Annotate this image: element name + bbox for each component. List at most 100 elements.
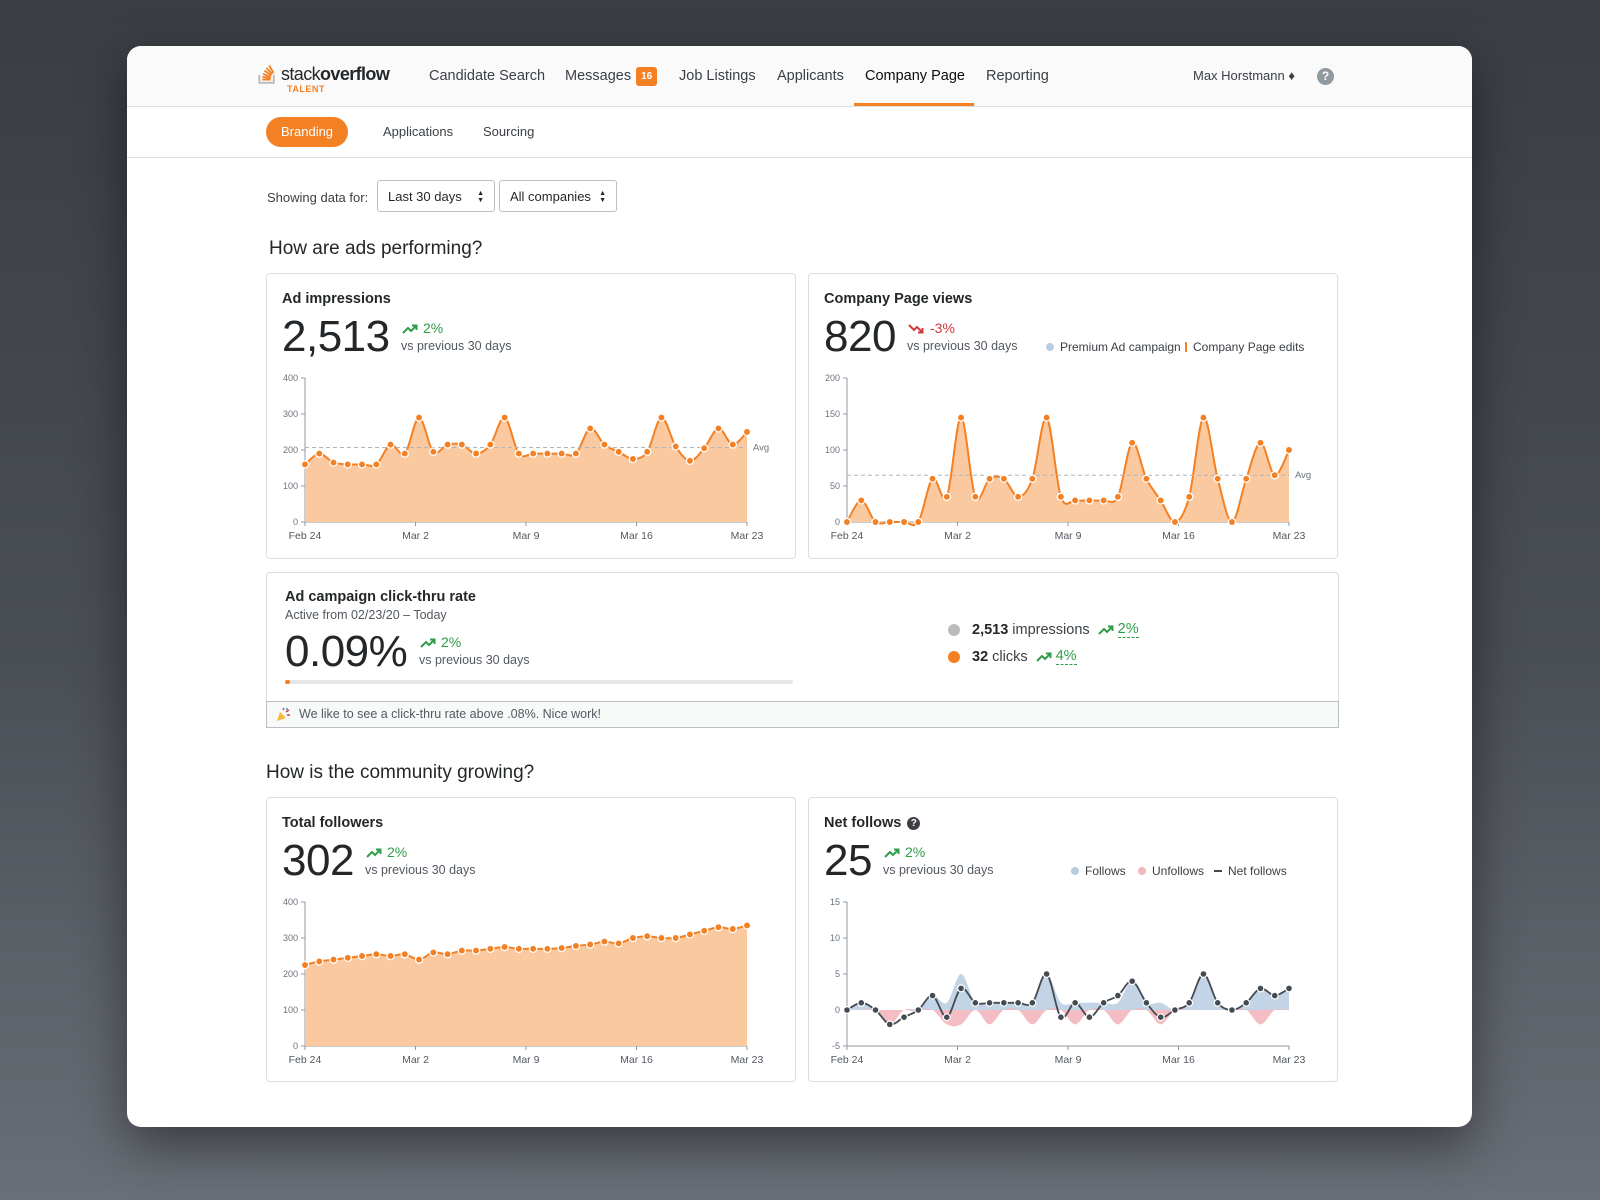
legend-follows: Follows [1071, 864, 1126, 878]
data-point [585, 940, 595, 949]
stackoverflow-logo-icon[interactable] [257, 60, 281, 88]
ctr-note-banner: We like to see a click-thru rate above .… [266, 701, 1339, 728]
logo-talent-label: TALENT [287, 84, 325, 94]
average-label: Avg [1295, 470, 1311, 481]
card-title: Net follows? [824, 815, 921, 831]
help-icon[interactable]: ? [1317, 68, 1334, 85]
date-range-select[interactable]: Last 30 days ▲ ▼ [377, 180, 495, 212]
legend-bar-icon [1185, 342, 1187, 352]
data-point [1227, 517, 1237, 527]
total-followers-card: Total followers 302 2% vs previous 30 da… [266, 797, 796, 1082]
x-tick-label: Mar 16 [1162, 530, 1195, 542]
tab-applications[interactable]: Applications [383, 124, 454, 139]
trend-down-icon [908, 324, 924, 334]
net-follows-title: Net follows [824, 815, 902, 831]
net-follows-card: Net follows? 25 2% vs previous 30 days F… [808, 797, 1338, 1082]
followers-chart: 0 100 200 300 400 Feb 24 Mar 2 Mar 9 Mar 16 Mar 2… [283, 897, 764, 1066]
data-point [742, 921, 752, 930]
data-point [699, 926, 709, 936]
data-point [514, 944, 524, 954]
data-point [1170, 517, 1180, 527]
ctr-note-text: We like to see a click-thru rate above .… [299, 707, 601, 721]
filters-label: Showing data for: [267, 189, 369, 205]
impressions-count: 2,513 [972, 621, 1009, 638]
legend-premium-ad-campaign: Premium Ad campaign [1046, 340, 1181, 354]
data-point [985, 998, 994, 1007]
select-caret-icon: ▲ ▼ [599, 190, 606, 204]
data-point [585, 424, 595, 433]
legend-dot-icon [1046, 343, 1054, 351]
user-menu[interactable]: Max Horstmann ♦ [1193, 68, 1295, 83]
data-point [1113, 991, 1122, 1000]
data-point [1241, 474, 1251, 484]
y-tick-label: 0 [835, 517, 840, 527]
company-value: All companies [510, 189, 591, 204]
data-point [1242, 998, 1251, 1007]
comparison-label: vs previous 30 days [883, 863, 994, 877]
tab-sourcing[interactable]: Sourcing [483, 124, 535, 139]
data-point [1056, 1013, 1065, 1022]
data-point [657, 413, 666, 422]
x-tick-label: Mar 2 [944, 1054, 971, 1066]
data-point [357, 951, 367, 961]
x-tick-label: Mar 23 [731, 530, 764, 542]
data-point [857, 496, 866, 505]
series-line [846, 416, 1290, 527]
clicks-dot-icon [948, 650, 960, 663]
data-point [714, 922, 723, 932]
y-tick-label: 200 [825, 373, 840, 383]
data-point [443, 949, 452, 959]
data-point [657, 933, 666, 943]
data-point [471, 449, 481, 458]
data-point [372, 949, 381, 959]
data-point [1227, 1005, 1236, 1014]
company-select[interactable]: All companies ▲ ▼ [499, 180, 617, 212]
data-point [671, 933, 680, 943]
ctr-value: 0.09% [285, 627, 408, 676]
data-point [999, 474, 1009, 484]
logo-wordmark[interactable]: stackoverflow [281, 64, 390, 85]
data-point [400, 449, 410, 458]
x-tick-label: Mar 23 [731, 1054, 764, 1066]
section-title-community: How is the community growing? [266, 762, 535, 783]
impressions-delta[interactable]: 2% [1117, 621, 1139, 638]
data-point [429, 948, 438, 957]
x-tick-label: Mar 9 [1055, 530, 1082, 542]
nav-messages-label: Messages [565, 68, 632, 84]
y-tick-label: 10 [830, 933, 840, 943]
data-point [300, 460, 310, 469]
tab-branding[interactable]: Branding [266, 117, 349, 147]
legend-dot-icon [1138, 867, 1146, 875]
data-point [329, 955, 338, 964]
nav-candidate-search[interactable]: Candidate Search [429, 68, 546, 84]
nav-applicants[interactable]: Applicants [777, 68, 844, 84]
y-tick-label: 150 [825, 409, 840, 419]
data-point [1270, 991, 1279, 1000]
y-tick-label: 300 [283, 409, 298, 419]
data-point [1256, 438, 1265, 448]
data-point [372, 460, 381, 469]
nav-company-page[interactable]: Company Page [865, 68, 965, 84]
nav-messages[interactable]: Messages 16 [565, 46, 658, 106]
data-point [1085, 496, 1094, 505]
logo-text-light: stack [281, 64, 321, 84]
x-tick-label: Mar 9 [513, 1054, 540, 1066]
section-title-ads: How are ads performing? [269, 238, 483, 259]
x-tick-label: Mar 16 [1162, 1054, 1195, 1066]
data-point [514, 449, 524, 458]
ctr-progress-fill [285, 680, 291, 684]
y-tick-label: 200 [283, 445, 298, 455]
nav-reporting[interactable]: Reporting [986, 68, 1049, 84]
ctr-active-range: Active from 02/23/20 – Today [285, 608, 447, 622]
x-tick-label: Mar 9 [513, 530, 540, 542]
clicks-delta[interactable]: 4% [1055, 648, 1077, 665]
question-icon[interactable]: ? [907, 817, 921, 830]
data-point [1142, 998, 1151, 1007]
data-point [1170, 1005, 1179, 1014]
data-point [1028, 474, 1037, 484]
ad-impressions-chart: 0 100 200 300 400 Feb 24 Mar 2 Mar 9 Mar 16 Mar 2… [283, 373, 769, 542]
data-point [1127, 438, 1137, 448]
data-point [685, 456, 695, 466]
nav-job-listings[interactable]: Job Listings [679, 68, 756, 84]
x-tick-label: Mar 2 [944, 530, 971, 542]
